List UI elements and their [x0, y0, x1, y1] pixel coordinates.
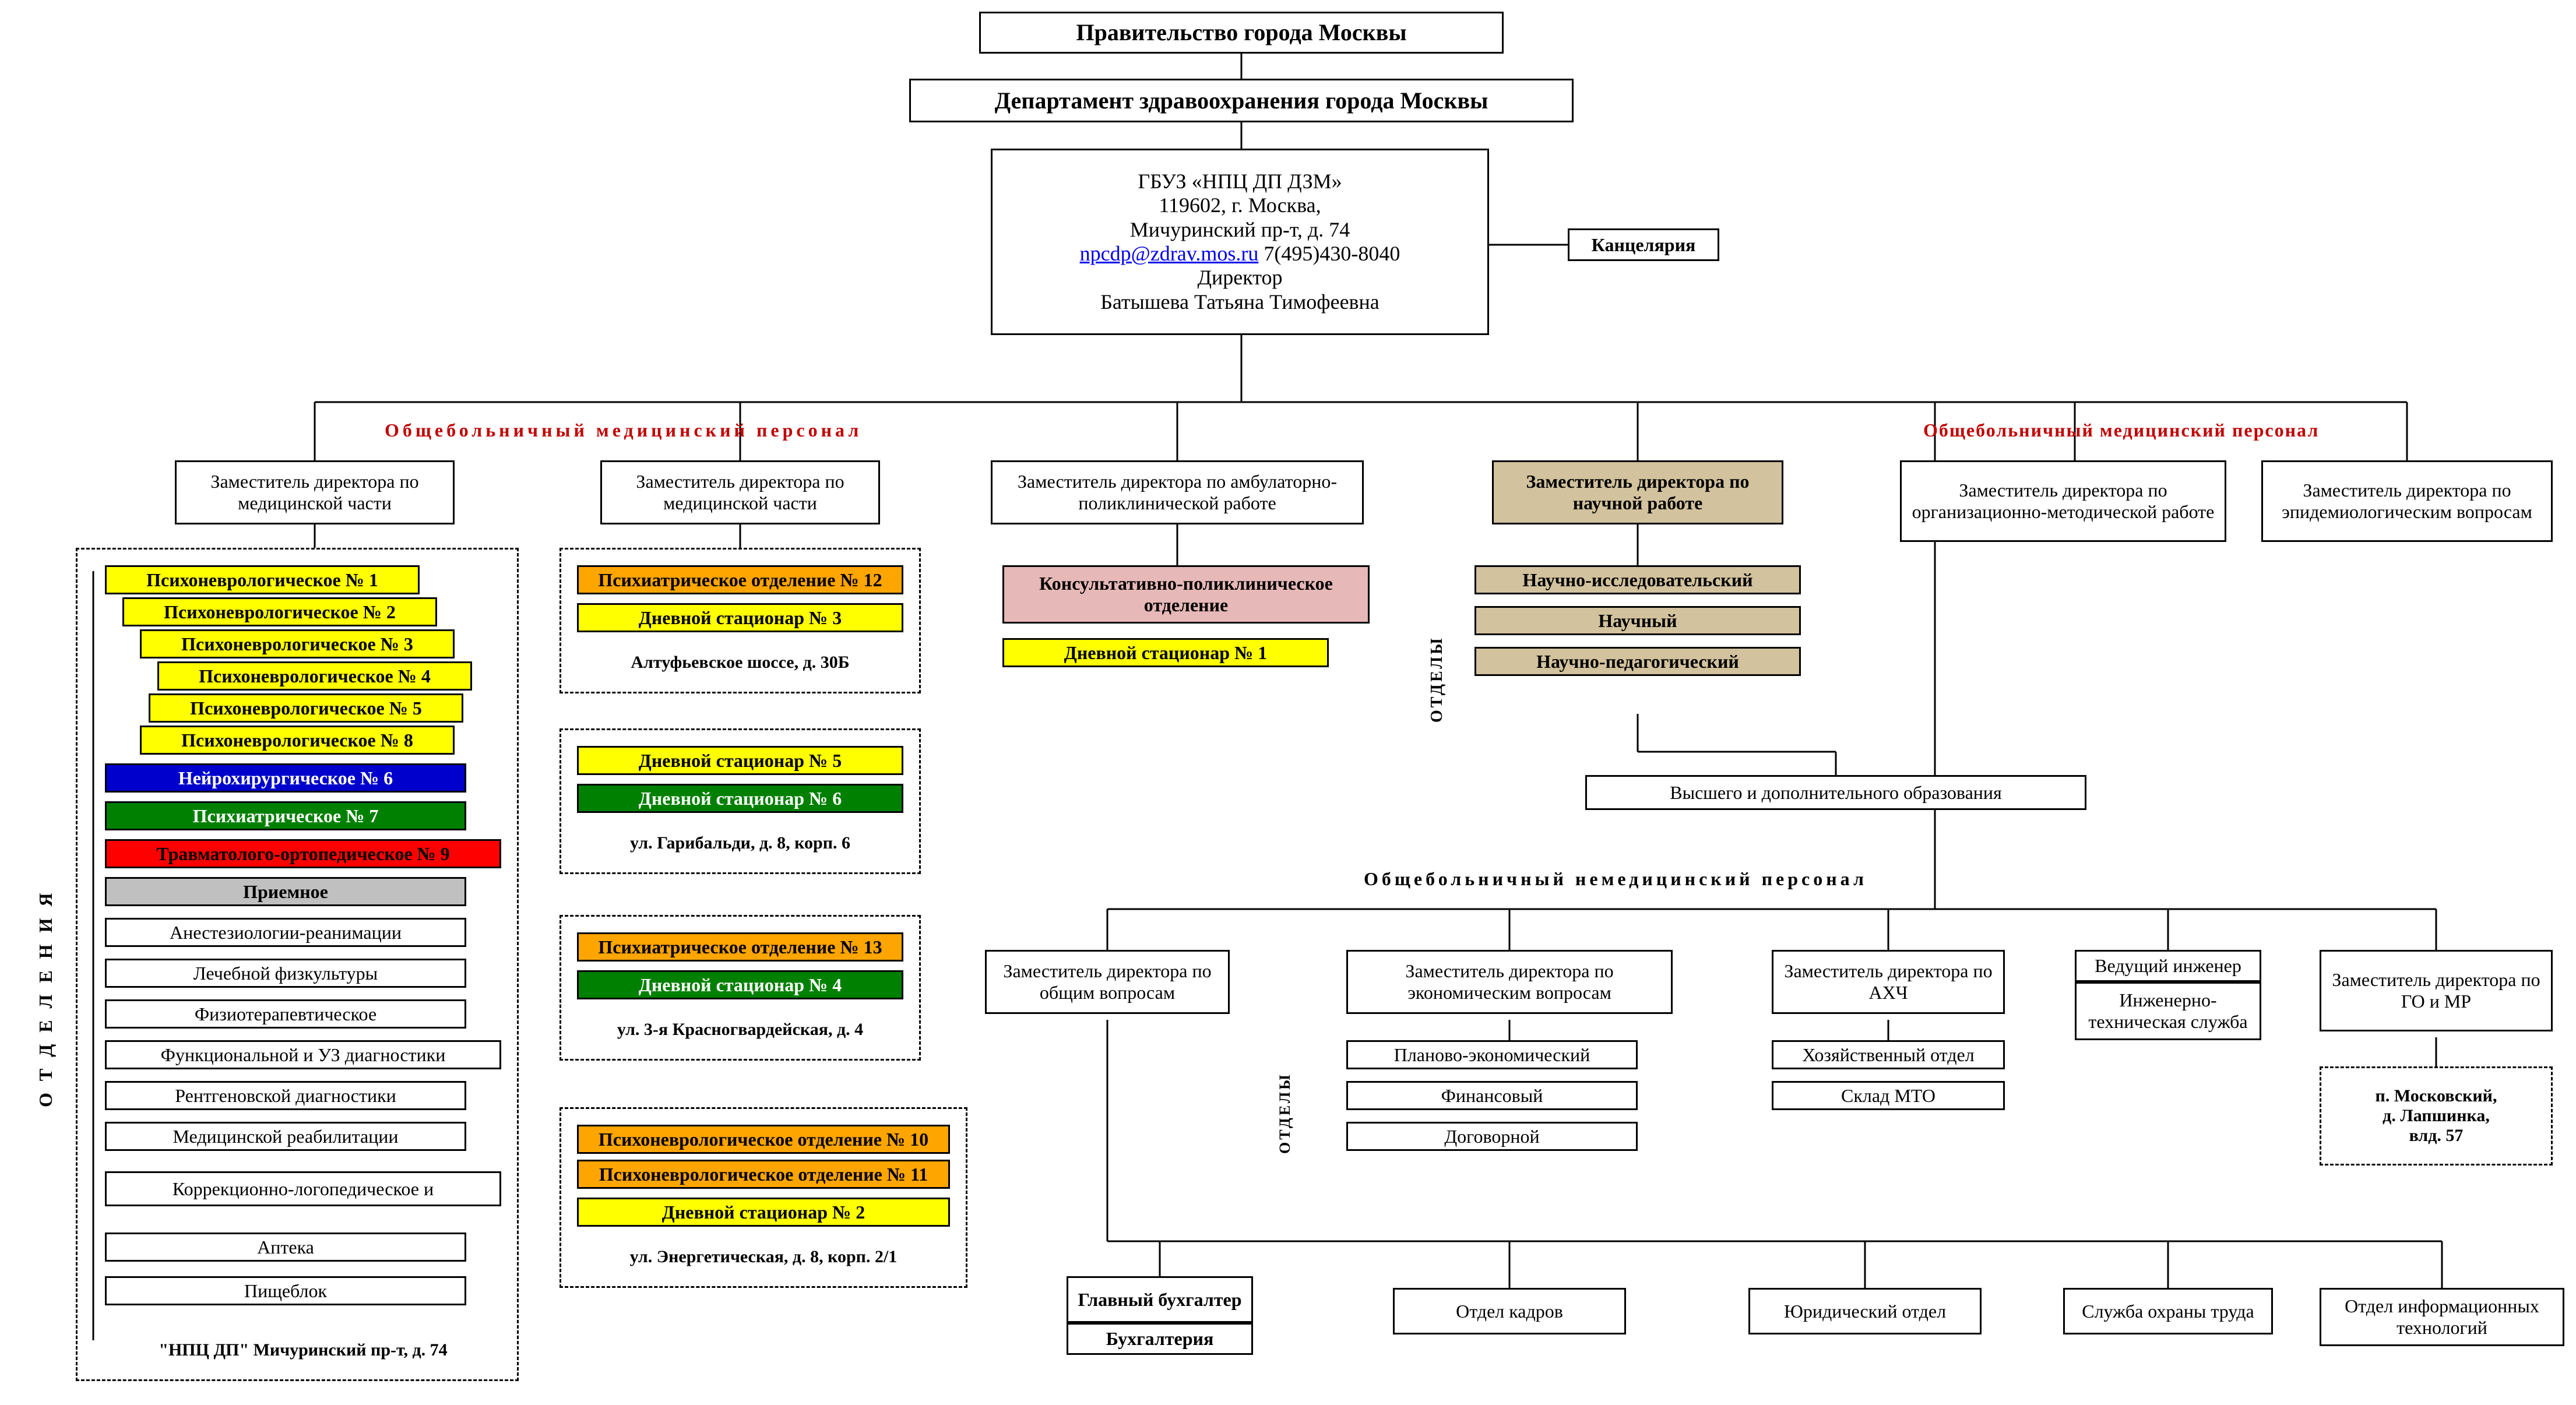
box-eng-bot: Инженерно-техническая служба	[2075, 982, 2261, 1040]
org-line2: 119602, г. Москва,	[1159, 193, 1321, 217]
box-g4-y: Дневной стационар № 2	[577, 1198, 950, 1227]
box-deputy-econ: Заместитель директора по экономическим в…	[1346, 950, 1673, 1014]
box-g3-orange: Психиатрическое отделение № 13	[577, 932, 903, 962]
box-safety: Служба охраны труда	[2063, 1288, 2273, 1334]
box-sci-3: Научно-педагогический	[1474, 647, 1801, 676]
box-g3-green: Дневной стационар № 4	[577, 970, 903, 999]
box-priem: Приемное	[105, 877, 466, 906]
box-xray: Рентгеновской диагностики	[105, 1081, 466, 1110]
box-deputy-gen: Заместитель директора по общим вопросам	[985, 950, 1230, 1014]
box-pink: Консультативно-поликлиническое отделение	[1002, 565, 1370, 624]
box-g4-o2: Психоневрологическое отделение № 11	[577, 1160, 950, 1189]
org-line3: Мичуринский пр-т, д. 74	[1130, 218, 1350, 242]
box-sci-2: Научный	[1474, 606, 1801, 635]
box-legal: Юридический отдел	[1748, 1288, 1982, 1334]
box-g4-o1: Психоневрологическое отделение № 10	[577, 1125, 950, 1154]
dash-gomr-addr: п. Московский, д. Лапшинка, влд. 57	[2320, 1066, 2553, 1165]
org-line5: Директор	[1197, 266, 1282, 290]
black-nonmed-staff: Общебольничный немедицинский персонал	[1364, 868, 1867, 890]
box-trauma: Травматолого-ортопедическое № 9	[105, 839, 501, 868]
vlabel-otdely: ОТДЕЛЫ	[1428, 589, 1447, 723]
box-deputy-med2: Заместитель директора по медицинской час…	[600, 460, 880, 524]
box-econ-3: Договорной	[1346, 1122, 1638, 1151]
org-line6: Батышева Татьяна Тимофеевна	[1100, 290, 1380, 314]
box-g1-orange: Психиатрическое отделение № 12	[577, 565, 903, 594]
box-sci-1: Научно-исследовательский	[1474, 565, 1801, 594]
box-econ-2: Финансовый	[1346, 1081, 1638, 1110]
box-physio: Физиотерапевтическое	[105, 999, 466, 1029]
box-neuro: Нейрохирургическое № 6	[105, 763, 466, 793]
box-func-uz: Функциональной и УЗ диагностики	[105, 1040, 501, 1069]
box-g2-green: Дневной стационар № 6	[577, 784, 903, 813]
addr-g3: ул. 3-я Красногвардейская, д. 4	[577, 1020, 903, 1040]
vlabel-otdeleniya: О Т Д Е Л Е Н И Я	[35, 699, 57, 1107]
box-lfk: Лечебной физкультуры	[105, 959, 466, 988]
box-rehab: Медицинской реабилитации	[105, 1122, 466, 1151]
box-acc-top: Главный бухгалтер	[1067, 1276, 1253, 1323]
box-deputy-med1: Заместитель директора по медицинской час…	[175, 460, 455, 524]
box-g1-yellow: Дневной стационар № 3	[577, 603, 903, 632]
box-psych-8: Психоневрологическое № 8	[140, 726, 455, 755]
box-org: ГБУЗ «НПЦ ДП ДЗМ» 119602, г. Москва, Мич…	[991, 149, 1489, 335]
box-deputy-gomr: Заместитель директора по ГО и МР	[2320, 950, 2553, 1031]
box-psych-5: Психоневрологическое № 5	[149, 693, 463, 723]
box-psych-2: Психоневрологическое № 2	[122, 597, 437, 626]
red-med-staff-2: Общебольничный медицинский персонал	[1923, 420, 2319, 441]
box-gov: Правительство города Москвы	[979, 12, 1504, 54]
box-acc-bot: Бухгалтерия	[1067, 1323, 1253, 1355]
box-chancery: Канцелярия	[1568, 228, 1719, 261]
box-dept: Департамент здравоохранения города Москв…	[909, 79, 1574, 122]
box-hr: Отдел кадров	[1393, 1288, 1626, 1334]
box-ahch-1: Хозяйственный отдел	[1772, 1040, 2005, 1069]
org-contact: npcdp@zdrav.mos.ru 7(495)430-8040	[1080, 242, 1400, 266]
box-econ-1: Планово-экономический	[1346, 1040, 1638, 1069]
addr-g4: ул. Энергетическая, д. 8, корп. 2/1	[577, 1247, 950, 1267]
box-deputy-org: Заместитель директора по организационно-…	[1900, 460, 2226, 542]
box-eng-top: Ведущий инженер	[2075, 950, 2261, 982]
box-psych-3: Психоневрологическое № 3	[140, 629, 455, 659]
box-food: Пищеблок	[105, 1276, 466, 1305]
org-email-link[interactable]: npcdp@zdrav.mos.ru	[1080, 242, 1259, 265]
org-line1: ГБУЗ «НПЦ ДП ДЗМ»	[1138, 170, 1342, 193]
box-psych-4: Психоневрологическое № 4	[157, 661, 472, 691]
addr-g1: Алтуфьевское шоссе, д. 30Б	[577, 653, 903, 672]
addr-col1: "НПЦ ДП" Мичуринский пр-т, д. 74	[105, 1340, 501, 1360]
org-chart-canvas: Правительство города Москвы Департамент …	[0, 0, 2576, 1405]
box-deputy-epi: Заместитель директора по эпидемиологичес…	[2261, 460, 2553, 542]
vlabel-otdely2: ОТДЕЛЫ	[1276, 1037, 1294, 1154]
box-c3-yellow: Дневной стационар № 1	[1002, 638, 1329, 667]
box-anest: Анестезиологии-реанимации	[105, 918, 466, 947]
box-deputy-sci: Заместитель директора по научной работе	[1492, 460, 1783, 524]
box-ahch-2: Склад МТО	[1772, 1081, 2005, 1110]
box-it: Отдел информационных технологий	[2320, 1288, 2564, 1346]
box-deputy-amb: Заместитель директора по амбулаторно-пол…	[991, 460, 1364, 524]
box-psych-1: Психоневрологическое № 1	[105, 565, 420, 594]
box-edu: Высшего и дополнительного образования	[1585, 775, 2086, 810]
box-psychi: Психиатрическое № 7	[105, 801, 466, 830]
addr-g2: ул. Гарибальди, д. 8, корп. 6	[577, 833, 903, 853]
box-pharmacy: Аптека	[105, 1233, 466, 1262]
org-phone: 7(495)430-8040	[1264, 242, 1400, 265]
box-deputy-ahch: Заместитель директора по АХЧ	[1772, 950, 2005, 1014]
box-g2-yellow: Дневной стационар № 5	[577, 746, 903, 775]
box-correct: Коррекционно-логопедическое и	[105, 1171, 501, 1206]
red-med-staff-1: Общебольничный медицинский персонал	[385, 420, 862, 441]
